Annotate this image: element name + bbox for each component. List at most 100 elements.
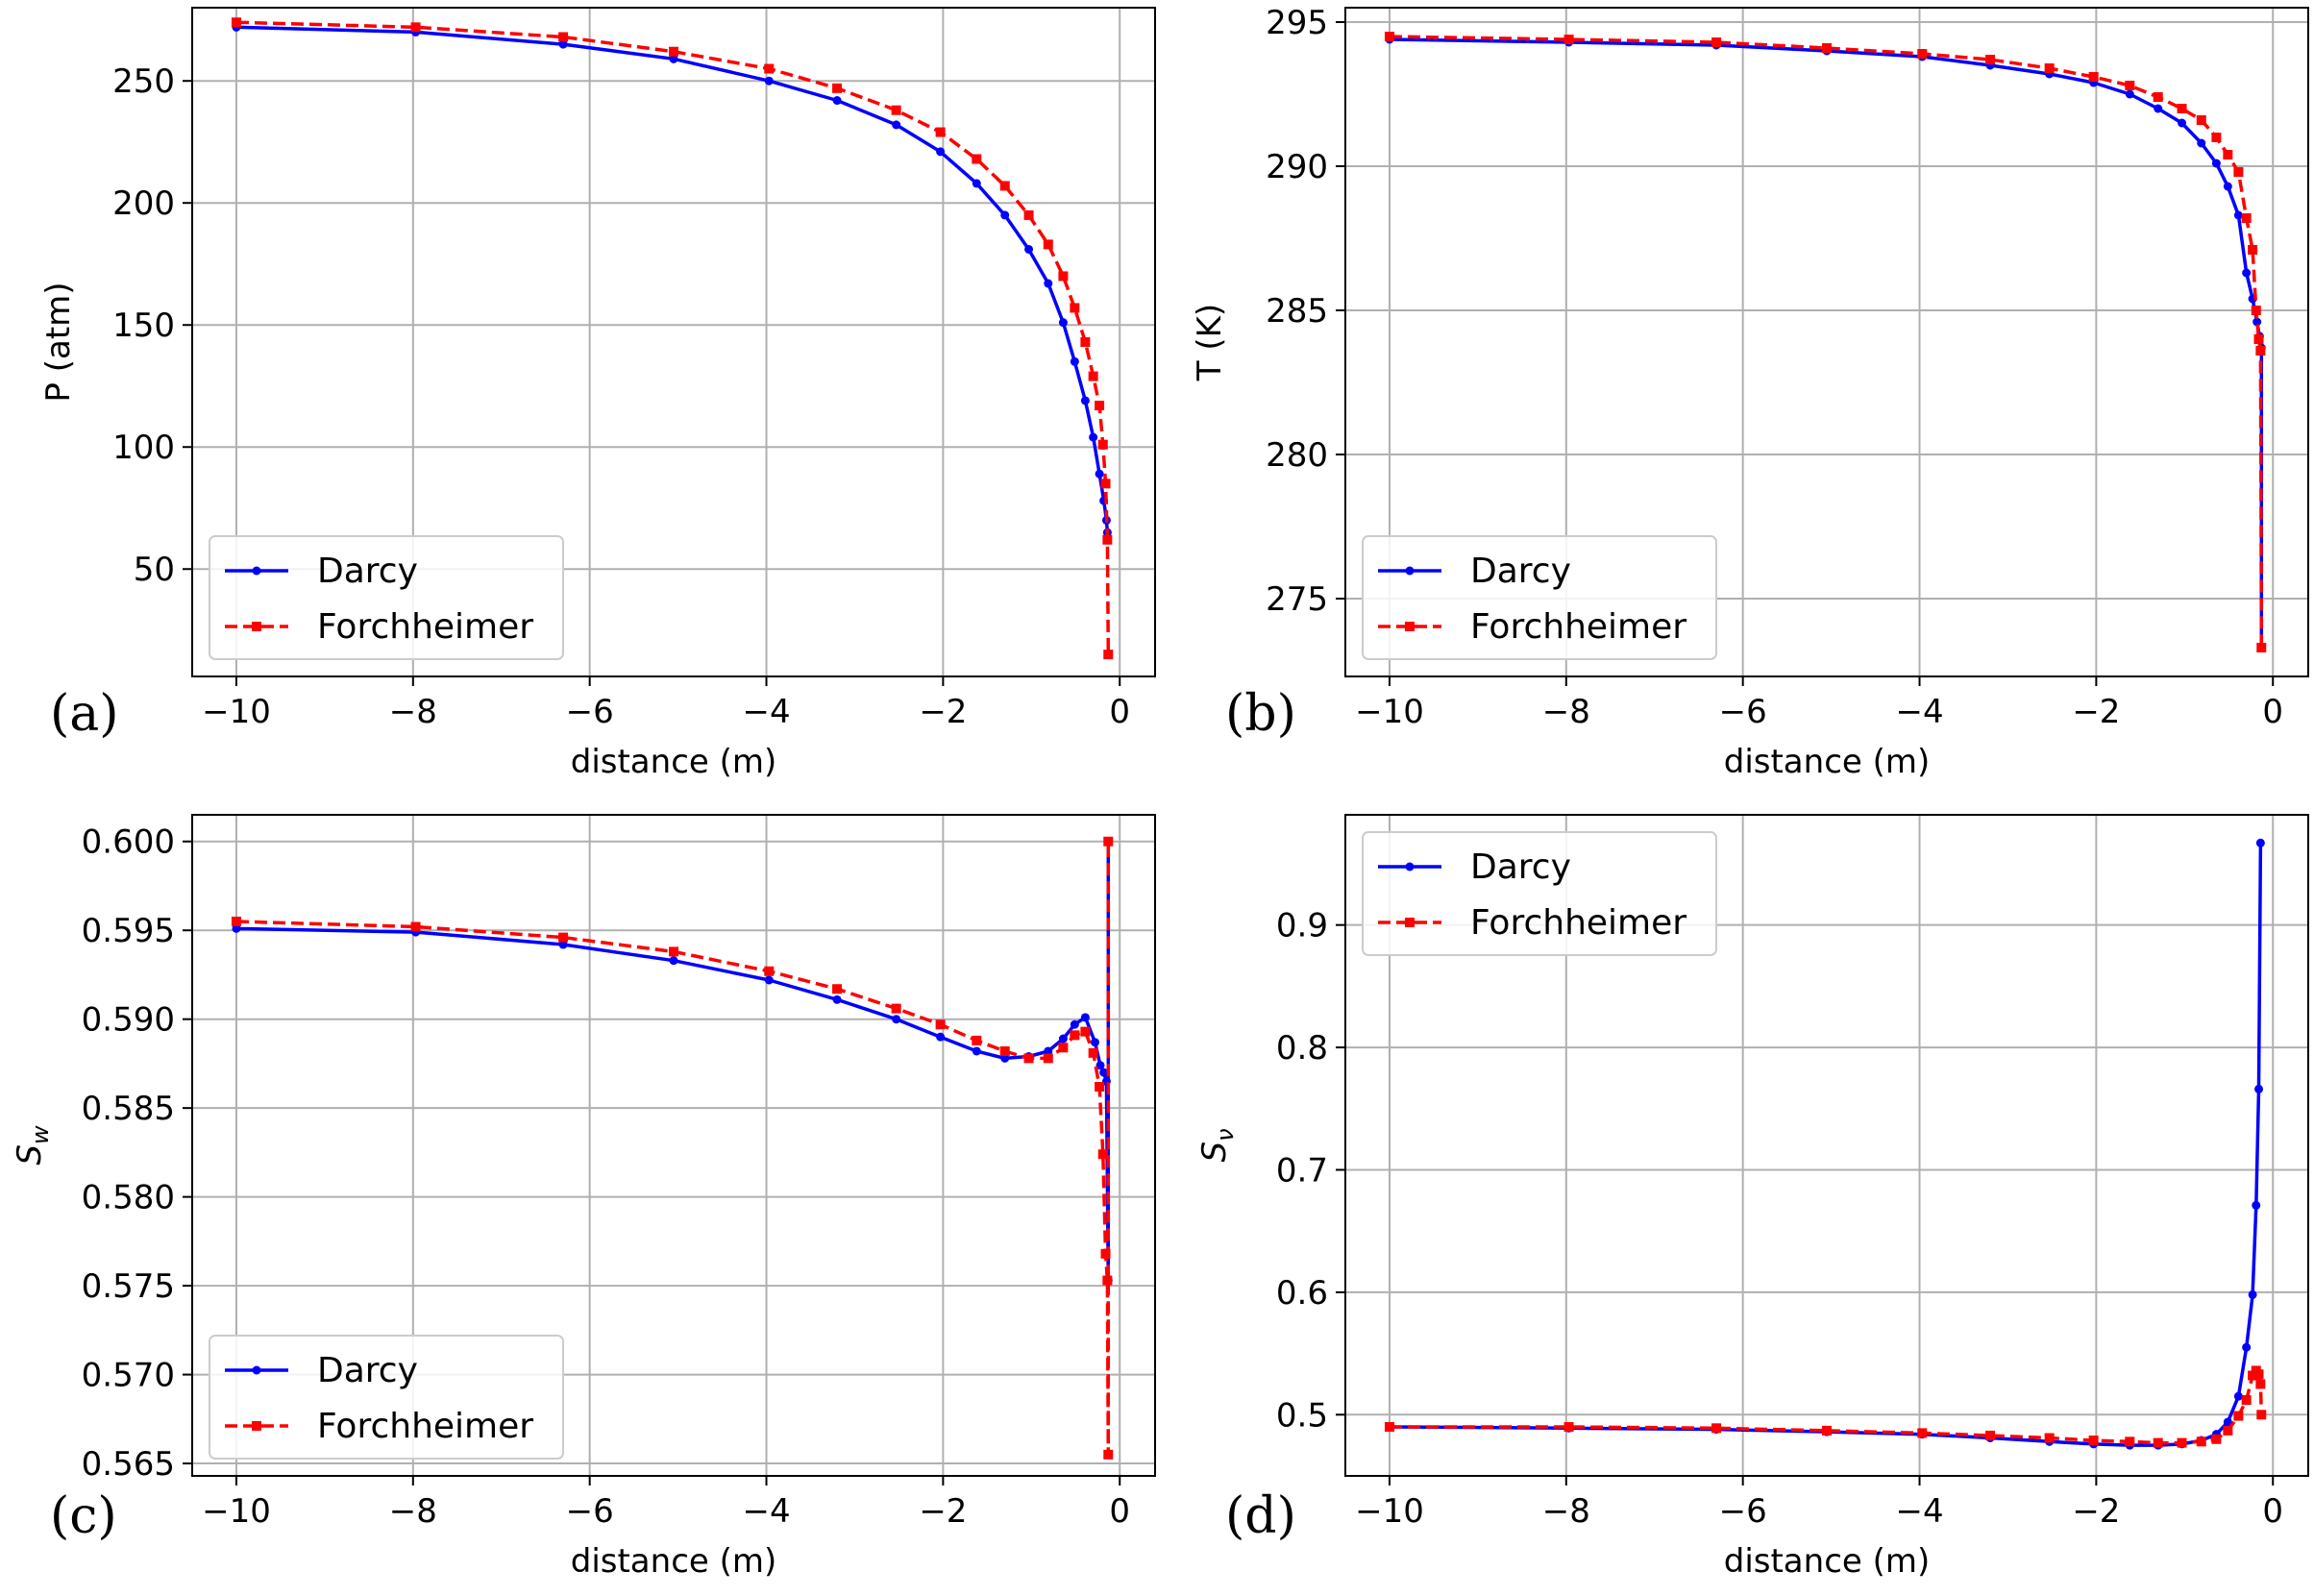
y-tick-label: 0.585 [82, 1090, 175, 1128]
x-tick-label: 0 [1109, 693, 1130, 731]
data-point-forchheimer [2241, 213, 2252, 223]
data-point-darcy [936, 1032, 946, 1042]
legend-marker-forchheimer [1405, 918, 1415, 927]
y-axis-label: Sν [1195, 1129, 1239, 1163]
x-tick-label: 0 [2262, 693, 2283, 731]
x-tick-label: −4 [742, 1492, 790, 1531]
series-line-forchheimer [1389, 35, 2264, 649]
legend-marker-darcy [252, 1365, 261, 1375]
data-point-darcy [2255, 838, 2265, 847]
x-tick-label: 0 [1109, 1492, 1130, 1531]
data-point-forchheimer [999, 1045, 1010, 1056]
y-tick-label: 295 [1266, 4, 1328, 42]
series-line-forchheimer [235, 841, 1111, 1457]
data-point-forchheimer [1058, 271, 1069, 282]
data-point-forchheimer [2125, 81, 2135, 90]
data-point-forchheimer [1088, 371, 1098, 381]
data-point-forchheimer [1102, 1275, 1113, 1286]
legend-label-darcy: Darcy [317, 1351, 418, 1390]
series-line-darcy [1389, 843, 2263, 1447]
data-point-forchheimer [2256, 1410, 2267, 1420]
data-point-darcy [1090, 1038, 1099, 1047]
data-point-darcy [2211, 159, 2221, 168]
y-tick-label: 0.6 [1276, 1274, 1328, 1313]
data-point-forchheimer [669, 946, 678, 957]
data-point-forchheimer [1822, 1425, 1832, 1436]
data-point-forchheimer [2233, 167, 2244, 177]
x-tick-label: −8 [389, 1492, 437, 1531]
series-forchheimer [231, 836, 1114, 1460]
series-forchheimer [1384, 1365, 2267, 1448]
data-point-forchheimer [558, 932, 569, 943]
axes-frame [191, 7, 1156, 677]
y-tick-label: 250 [112, 62, 175, 101]
data-point-forchheimer [891, 1003, 901, 1014]
x-tick-label: −2 [919, 693, 967, 731]
data-point-darcy [2252, 317, 2262, 327]
data-point-darcy [1080, 396, 1090, 405]
data-point-forchheimer [1917, 49, 1928, 59]
data-point-forchheimer [935, 127, 946, 137]
data-point-darcy [2242, 268, 2252, 278]
data-point-darcy [2248, 1289, 2257, 1299]
legend: Darcy Forchheimer [209, 1335, 564, 1460]
x-tick-label: −4 [1895, 1492, 1943, 1531]
data-point-forchheimer [669, 46, 678, 57]
data-point-darcy [1070, 1019, 1079, 1029]
x-tick-label: −8 [1542, 1492, 1590, 1531]
panel-d: −10 −8 −6 −4 −2 0 0.5 0.6 0.7 0.8 0.9 distance (m) S… [1195, 814, 2309, 1581]
data-point-forchheimer [1043, 1053, 1053, 1064]
y-tick-label: 0.580 [82, 1179, 175, 1217]
legend-label-darcy: Darcy [317, 552, 418, 591]
data-point-forchheimer [2256, 643, 2267, 652]
x-axis-label: distance (m) [571, 1542, 777, 1581]
data-point-forchheimer [1097, 439, 1108, 450]
data-point-darcy [1000, 210, 1010, 220]
x-tick-label: −10 [1355, 693, 1424, 731]
x-tick-label: −10 [1355, 1492, 1424, 1531]
x-tick-label: −8 [1542, 693, 1590, 731]
data-point-forchheimer [1097, 1149, 1108, 1160]
data-point-forchheimer [2253, 334, 2264, 344]
x-tick-label: −10 [202, 693, 271, 731]
grid-lines [1345, 815, 2308, 1476]
data-point-forchheimer [231, 916, 241, 926]
data-point-forchheimer [1563, 35, 1574, 44]
data-point-forchheimer [1384, 1422, 1394, 1433]
x-tick-label: −8 [389, 693, 437, 731]
data-point-forchheimer [1088, 1047, 1098, 1058]
legend-box [209, 1335, 564, 1460]
data-point-darcy [2223, 1417, 2232, 1427]
data-point-darcy [2252, 1200, 2261, 1210]
data-point-forchheimer [764, 63, 775, 74]
legend-marker-darcy [1405, 862, 1415, 872]
data-point-forchheimer [1023, 209, 1034, 220]
legend-marker-darcy [252, 566, 261, 576]
data-point-darcy [2197, 138, 2206, 148]
data-point-darcy [892, 120, 901, 130]
data-point-forchheimer [2241, 1395, 2252, 1406]
data-point-darcy [2242, 1342, 2252, 1352]
data-point-forchheimer [2125, 1436, 2135, 1447]
y-tick-label: 200 [112, 184, 175, 223]
data-point-forchheimer [2233, 1411, 2244, 1421]
panel-label: (b) [1225, 685, 1296, 743]
legend: Darcy Forchheimer [1362, 535, 1717, 660]
data-point-forchheimer [1103, 650, 1114, 660]
y-tick-label: 100 [112, 429, 175, 467]
data-point-forchheimer [2253, 1369, 2264, 1380]
series-darcy [232, 22, 1112, 537]
data-point-darcy [2125, 89, 2134, 99]
y-tick-label: 0.600 [82, 823, 175, 862]
series-forchheimer [1384, 32, 2267, 652]
data-point-darcy [558, 940, 568, 949]
y-tick-label: 0.595 [82, 912, 175, 950]
data-point-darcy [1095, 1061, 1105, 1070]
data-point-forchheimer [1023, 1053, 1034, 1064]
data-point-forchheimer [2248, 1370, 2258, 1381]
y-tick-label: 0.590 [82, 1001, 175, 1040]
data-point-forchheimer [1985, 1430, 1996, 1440]
data-point-forchheimer [2251, 306, 2261, 315]
x-tick-label: −2 [919, 1492, 967, 1531]
